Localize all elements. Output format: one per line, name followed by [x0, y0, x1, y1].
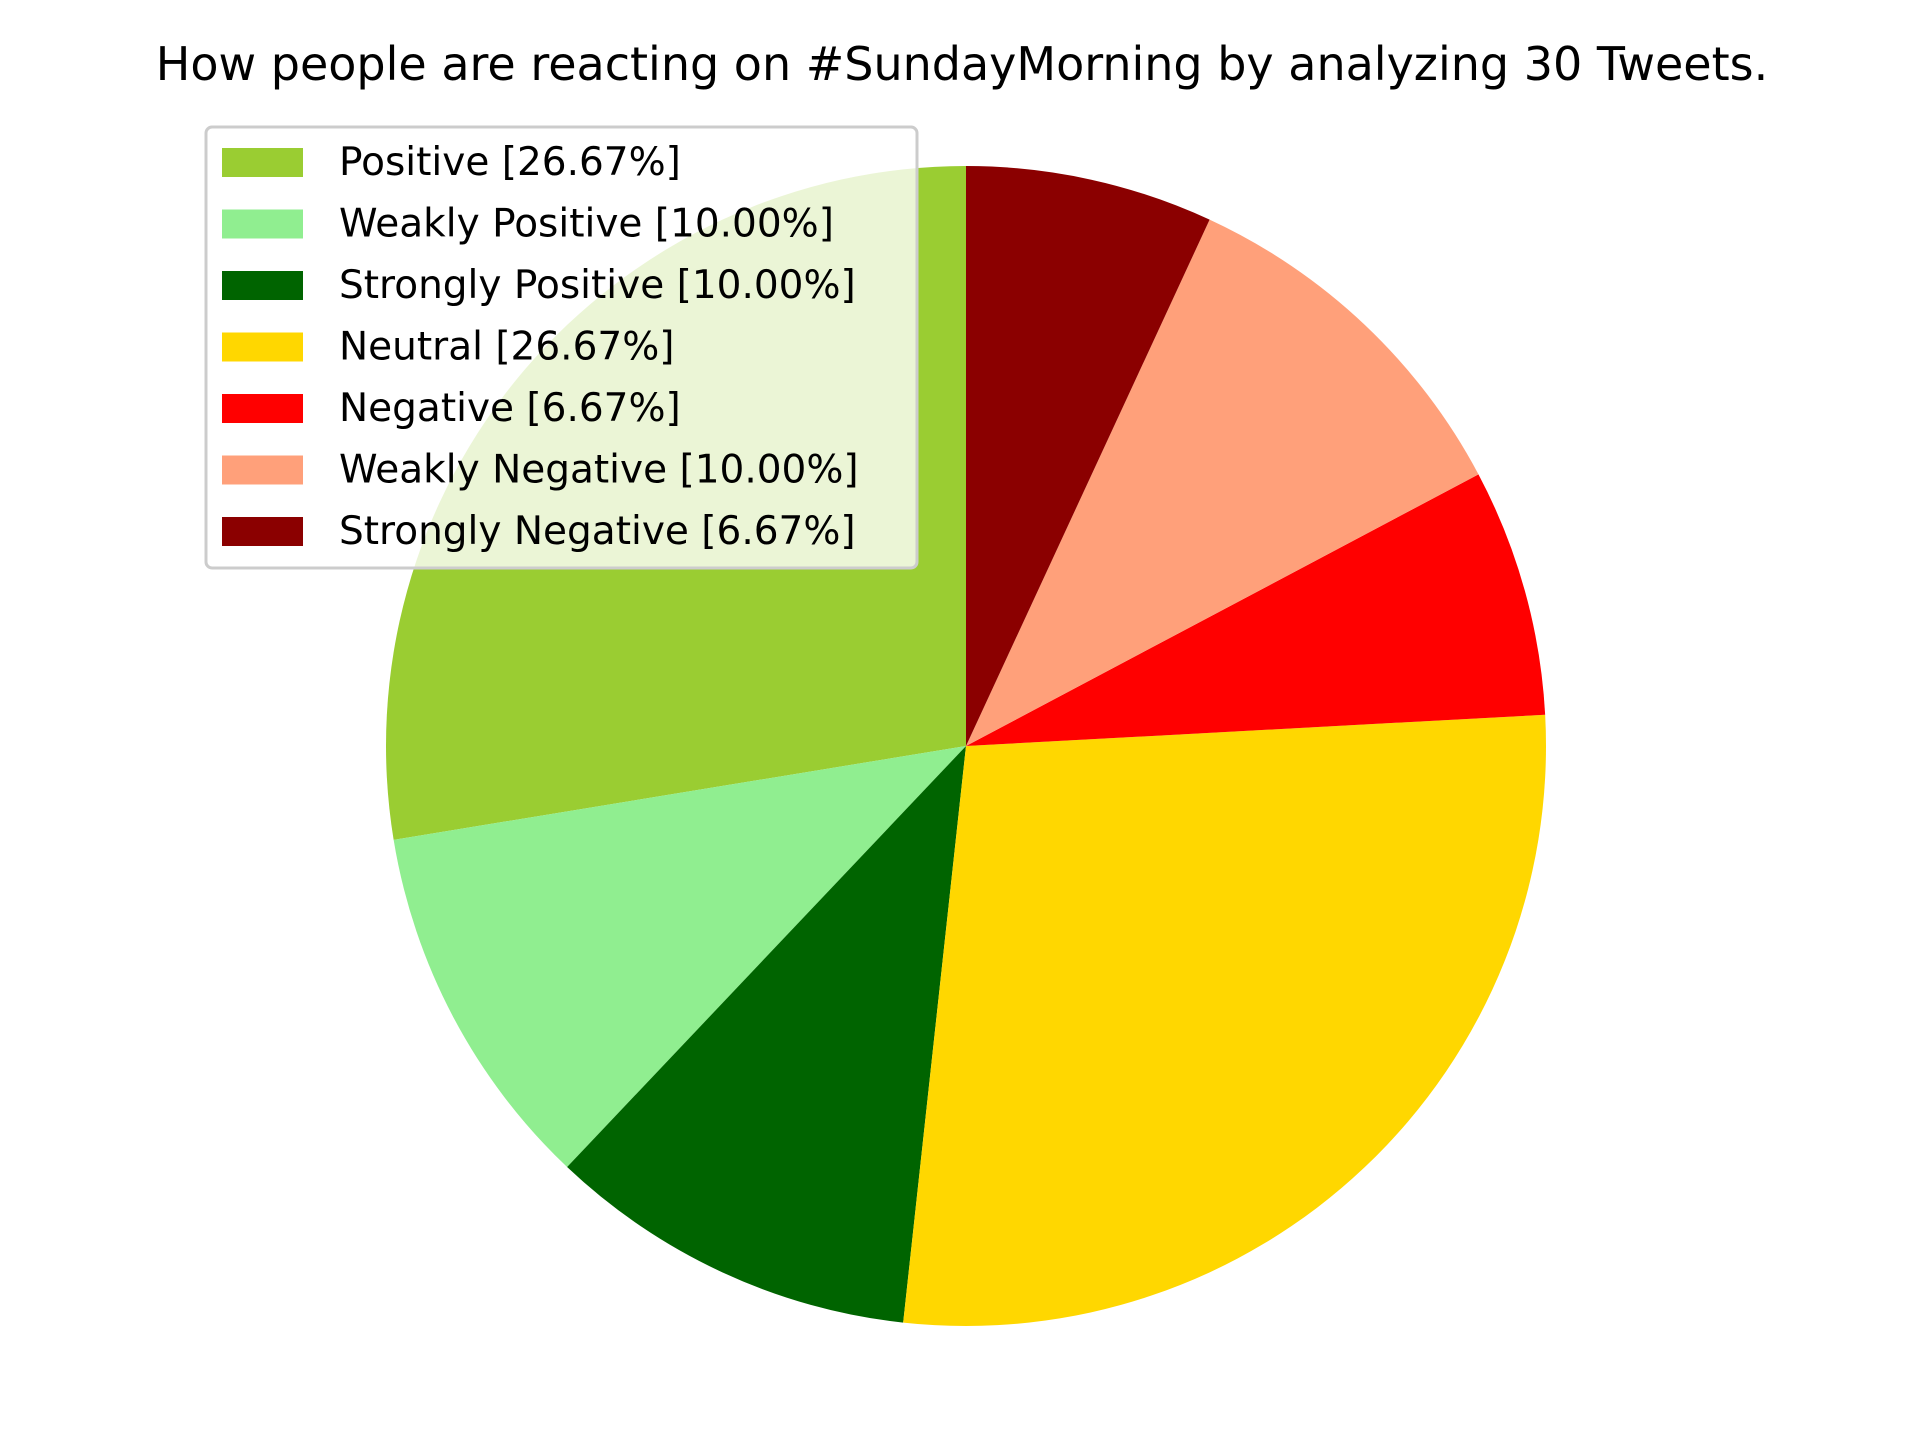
legend-swatch-negative	[222, 394, 303, 423]
legend-label-neutral: Neutral [26.67%]	[339, 325, 674, 370]
legend-label-weakly-positive: Weakly Positive [10.00%]	[339, 202, 834, 247]
pie-slice-strongly-negative	[966, 166, 1210, 746]
pie-slice-negative	[966, 474, 1546, 746]
legend-label-weakly-negative: Weakly Negative [10.00%]	[339, 448, 859, 493]
legend-label-strongly-positive: Strongly Positive [10.00%]	[339, 263, 856, 308]
legend-swatch-neutral	[222, 332, 303, 362]
pie-slice-strongly-positive	[567, 746, 966, 1323]
pie-slice-neutral	[903, 714, 1547, 1327]
legend-frame	[204, 125, 919, 570]
legend-swatch-strongly-positive	[222, 271, 303, 300]
legend-items: Positive [26.67%] Weakly Positive [10.00%…	[222, 140, 859, 554]
chart-title: How people are reacting on #SundayMornin…	[156, 37, 1768, 91]
legend-label-strongly-negative: Strongly Negative [6.67%]	[339, 509, 856, 554]
legend-swatch-weakly-negative	[222, 455, 303, 485]
pie-slices	[386, 166, 1547, 1327]
pie-slice-weakly-positive	[393, 746, 966, 1168]
legend-swatch-positive	[222, 148, 303, 177]
legend-label-negative: Negative [6.67%]	[339, 386, 681, 431]
legend-label-positive: Positive [26.67%]	[339, 140, 681, 185]
legend-swatch-weakly-positive	[222, 209, 303, 239]
legend: Positive [26.67%] Weakly Positive [10.00%…	[204, 125, 919, 570]
legend-swatch-strongly-negative	[222, 517, 303, 546]
pie-slice-weakly-negative	[966, 219, 1479, 746]
